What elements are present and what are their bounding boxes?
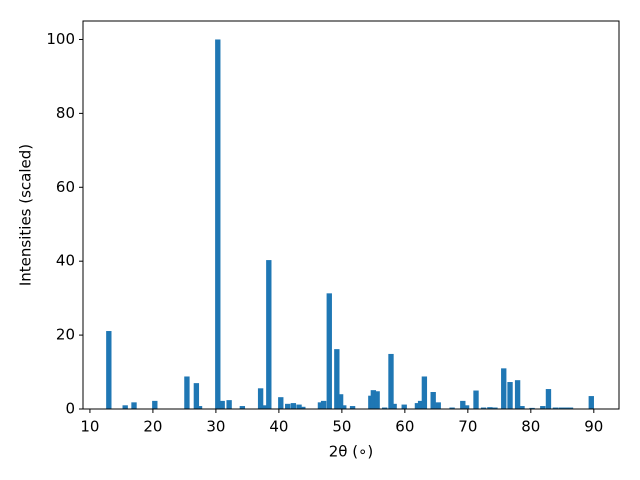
y-tick-label: 80 [56,104,75,122]
bar [122,405,128,409]
bar [278,397,284,409]
bar [337,394,344,409]
bar [414,403,421,409]
bar [529,407,535,409]
bar [552,407,559,409]
plot-frame [82,20,620,410]
bar [317,402,324,409]
bar [417,400,424,409]
bar [558,407,564,409]
bar [193,383,200,409]
bar [152,400,158,409]
bar [540,406,546,409]
bar [435,402,441,409]
bar [300,406,306,409]
bar [514,380,521,409]
bar [473,390,479,409]
bar [374,391,380,409]
bar [326,293,332,409]
bar [334,349,340,409]
bar [349,406,356,409]
bar [239,406,246,409]
bar [519,406,525,409]
bar [563,407,569,409]
bar [341,405,347,409]
y-tick-label: 60 [56,178,75,196]
x-tick-label: 90 [584,418,603,436]
bar [382,407,388,409]
bar [290,403,297,409]
y-tick-label: 40 [56,252,75,270]
x-tick-label: 10 [80,418,99,436]
x-axis-label: 2θ (∘) [329,443,374,461]
bar [388,353,394,409]
x-tick-label: 20 [143,418,162,436]
bar [430,392,436,409]
bar [391,403,397,409]
bar [261,405,268,409]
bar [285,403,291,409]
bar [106,331,112,409]
bar [196,406,203,409]
bar [320,400,327,409]
x-tick-label: 50 [332,418,351,436]
bar [588,396,594,409]
y-tick-label: 0 [65,400,75,418]
bar [487,407,493,409]
bar [449,407,455,409]
bar [501,368,507,409]
bar [219,400,225,409]
bar [215,39,221,409]
bar [266,260,272,409]
bar [463,405,470,409]
bar [507,382,513,409]
x-tick-label: 80 [521,418,540,436]
x-tick-label: 70 [458,418,477,436]
bar [421,376,428,409]
bar [257,388,264,409]
bar [480,407,487,409]
bar [545,389,552,409]
y-tick-label: 20 [56,326,75,344]
x-tick-label: 60 [395,418,414,436]
bar [492,407,498,409]
bar [131,402,137,409]
x-tick-label: 30 [206,418,225,436]
bar [460,400,466,409]
x-tick-label: 40 [269,418,288,436]
bar [370,390,377,409]
y-axis-label: Intensities (scaled) [17,144,35,286]
bar [401,404,407,409]
y-tick-label: 100 [46,30,75,48]
bar [296,404,302,409]
bar [184,376,190,409]
bar [226,400,232,409]
bar [567,407,574,409]
